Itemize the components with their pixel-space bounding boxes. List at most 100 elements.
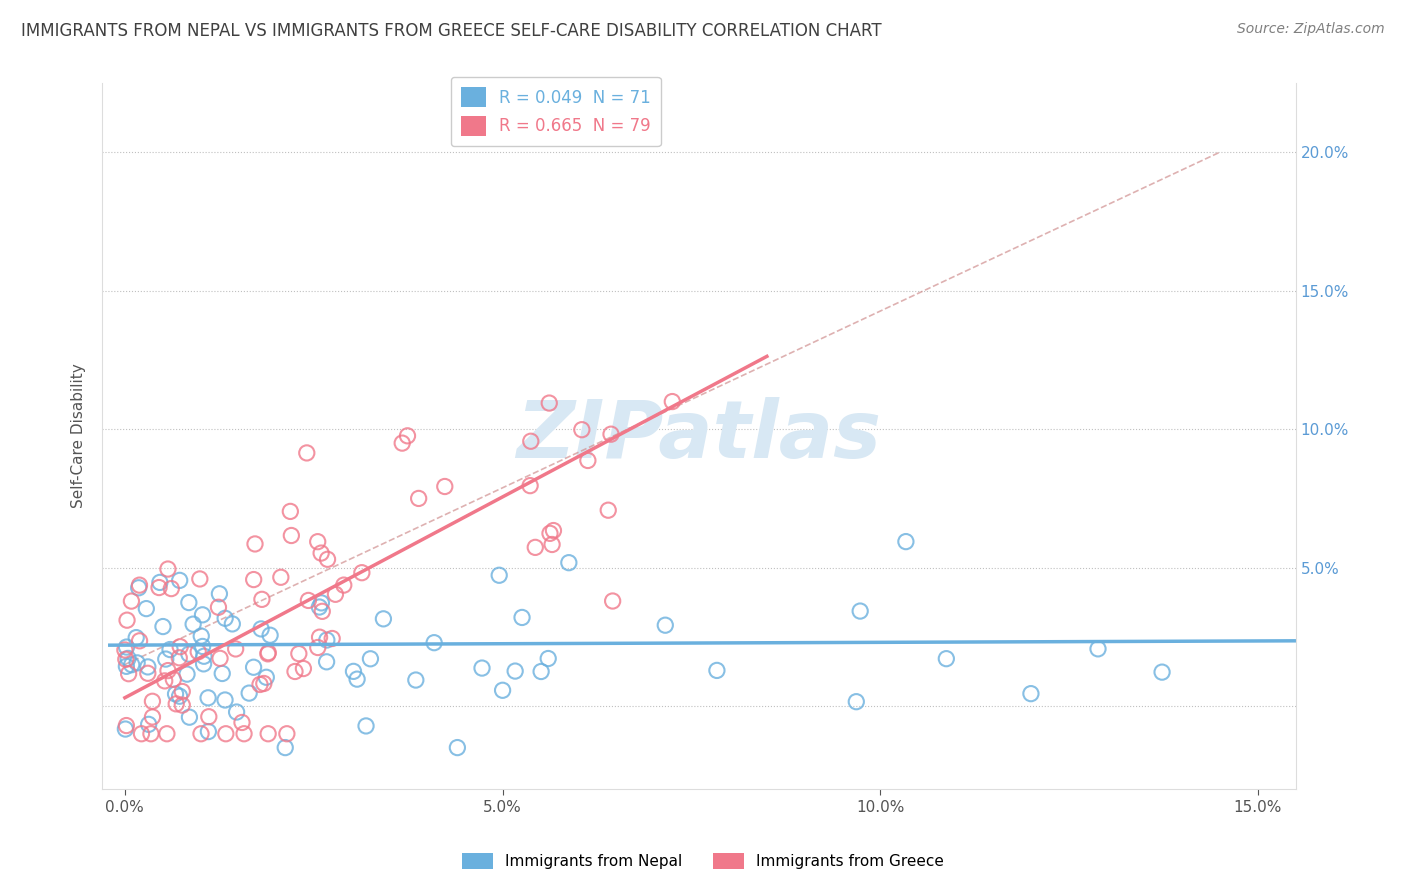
- Point: [211, 666, 233, 681]
- Point: [177, 596, 200, 610]
- Point: [935, 651, 957, 665]
- Point: [346, 672, 368, 686]
- Point: [491, 683, 513, 698]
- Point: [242, 573, 264, 587]
- Point: [510, 610, 533, 624]
- Point: [311, 604, 333, 618]
- Point: [209, 651, 232, 665]
- Point: [208, 587, 231, 601]
- Point: [519, 478, 541, 492]
- Point: [538, 526, 561, 541]
- Point: [214, 693, 236, 707]
- Point: [127, 656, 149, 670]
- Point: [405, 673, 427, 687]
- Point: [446, 740, 468, 755]
- Point: [292, 661, 315, 675]
- Point: [233, 727, 256, 741]
- Point: [138, 717, 160, 731]
- Point: [197, 724, 219, 739]
- Point: [141, 710, 163, 724]
- Point: [524, 541, 547, 555]
- Point: [253, 676, 276, 690]
- Point: [257, 727, 280, 741]
- Point: [179, 710, 201, 724]
- Point: [598, 503, 620, 517]
- Legend: R = 0.049  N = 71, R = 0.665  N = 79: R = 0.049 N = 71, R = 0.665 N = 79: [451, 77, 661, 146]
- Point: [706, 664, 728, 678]
- Point: [654, 618, 676, 632]
- Point: [538, 396, 561, 410]
- Point: [321, 632, 343, 646]
- Point: [278, 504, 301, 518]
- Point: [128, 578, 150, 592]
- Point: [155, 652, 177, 666]
- Point: [288, 647, 311, 661]
- Point: [128, 581, 150, 595]
- Point: [284, 665, 307, 679]
- Point: [128, 633, 150, 648]
- Point: [350, 566, 373, 580]
- Point: [172, 684, 194, 698]
- Point: [1152, 665, 1174, 680]
- Text: IMMIGRANTS FROM NEPAL VS IMMIGRANTS FROM GREECE SELF-CARE DISABILITY CORRELATION: IMMIGRANTS FROM NEPAL VS IMMIGRANTS FROM…: [21, 22, 882, 40]
- Point: [181, 617, 204, 632]
- Point: [156, 664, 179, 678]
- Point: [307, 640, 329, 655]
- Point: [333, 578, 356, 592]
- Point: [433, 479, 456, 493]
- Point: [135, 601, 157, 615]
- Point: [242, 660, 264, 674]
- Point: [280, 528, 302, 542]
- Point: [315, 633, 337, 648]
- Point: [131, 727, 153, 741]
- Point: [197, 690, 219, 705]
- Point: [391, 436, 413, 450]
- Point: [537, 651, 560, 665]
- Point: [576, 453, 599, 467]
- Text: ZIPatlas: ZIPatlas: [516, 397, 882, 475]
- Point: [408, 491, 430, 506]
- Point: [315, 655, 337, 669]
- Point: [316, 552, 339, 566]
- Point: [373, 612, 395, 626]
- Point: [114, 652, 136, 666]
- Point: [249, 677, 271, 691]
- Point: [256, 647, 278, 661]
- Point: [309, 546, 332, 560]
- Point: [191, 640, 214, 654]
- Point: [121, 657, 143, 672]
- Point: [148, 581, 170, 595]
- Point: [165, 687, 187, 701]
- Point: [274, 740, 297, 755]
- Point: [845, 695, 868, 709]
- Point: [503, 664, 526, 678]
- Point: [602, 594, 624, 608]
- Point: [894, 534, 917, 549]
- Point: [359, 652, 381, 666]
- Point: [115, 659, 138, 673]
- Point: [114, 722, 136, 736]
- Point: [177, 647, 200, 661]
- Point: [191, 607, 214, 622]
- Point: [308, 600, 330, 615]
- Point: [169, 574, 191, 588]
- Point: [172, 698, 194, 712]
- Point: [471, 661, 494, 675]
- Point: [325, 587, 347, 601]
- Point: [558, 556, 581, 570]
- Point: [214, 611, 236, 625]
- Point: [354, 719, 377, 733]
- Point: [295, 446, 318, 460]
- Point: [254, 670, 277, 684]
- Point: [1019, 687, 1042, 701]
- Point: [167, 650, 190, 665]
- Point: [193, 649, 215, 664]
- Point: [231, 715, 253, 730]
- Text: Source: ZipAtlas.com: Source: ZipAtlas.com: [1237, 22, 1385, 37]
- Point: [169, 690, 191, 704]
- Point: [187, 645, 209, 659]
- Point: [190, 727, 212, 741]
- Point: [225, 642, 247, 657]
- Point: [117, 651, 139, 665]
- Point: [849, 604, 872, 618]
